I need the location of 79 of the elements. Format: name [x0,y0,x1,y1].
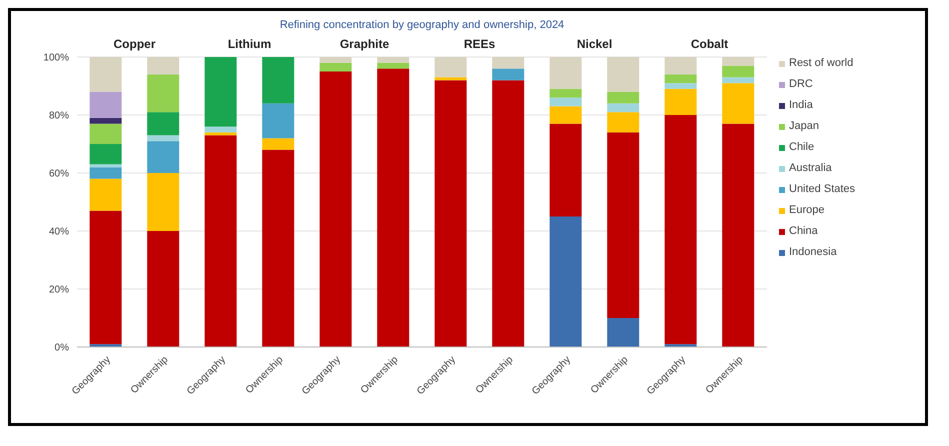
bar [664,115,697,344]
bar [262,103,294,138]
bar [204,135,237,347]
bar [550,106,582,124]
bar [377,57,410,63]
bar [147,74,180,112]
bar [377,62,410,69]
bar [492,57,524,69]
bar [664,74,697,84]
bar [664,83,697,89]
bar [664,57,697,74]
legend-label: Australia [789,162,832,174]
bar [377,68,410,347]
legend-label: Indonesia [789,246,837,258]
y-tick-label: 20% [48,284,70,296]
bar [607,57,640,92]
bar [320,57,352,63]
text: Nickel [576,37,614,51]
text: Cobalt [690,37,730,51]
bar [262,150,294,347]
bar [204,132,237,136]
bar [262,138,294,150]
bar [664,88,697,115]
legend-label: Chile [789,141,814,153]
y-tick-label: 80% [48,110,70,122]
bar [90,124,122,144]
bar [607,92,640,104]
bar [147,173,180,231]
bar [90,57,122,92]
legend-label: United States [789,183,856,195]
bar [147,231,180,347]
legend-label: Europe [789,204,824,216]
bar [607,112,640,132]
bar [722,83,754,124]
text: Graphite [338,37,390,51]
bar [90,167,122,179]
bar [722,77,754,84]
bar [722,124,754,347]
bar [147,135,180,142]
y-tick-label: 60% [48,168,70,180]
bar [550,88,582,98]
bar [90,92,122,118]
bar [550,57,582,89]
bar [607,318,640,347]
legend-label: Japan [789,120,819,132]
legend-label: Rest of world [789,57,854,69]
bar [722,66,754,78]
bar [262,57,294,104]
text: Lithium [226,37,272,51]
bar [722,57,754,66]
bar [434,57,467,78]
bar [90,144,122,164]
y-tick-label: 100% [43,52,70,64]
text: Copper [112,37,156,51]
y-tick-label: 40% [48,226,70,238]
bar [90,178,122,211]
bar [550,124,582,216]
bar [607,132,640,318]
bar [607,103,640,112]
bar [147,57,180,74]
bar [147,112,180,136]
bar [320,62,352,72]
bar [550,216,582,347]
chart-title: Refining concentration by geography and ownership, 2024 [278,19,566,31]
bar [204,126,237,132]
legend-label: India [789,99,813,111]
bar [550,98,582,106]
text: REEs [462,37,496,51]
bar [90,210,122,344]
bar [320,72,352,347]
bar [147,141,180,173]
bar [90,118,122,124]
bar [204,57,237,127]
bar [492,68,524,80]
y-tick-label: 0% [54,342,70,354]
legend-label: DRC [789,78,813,90]
bar [492,80,524,347]
legend-label: China [789,225,818,237]
bar [434,80,467,347]
